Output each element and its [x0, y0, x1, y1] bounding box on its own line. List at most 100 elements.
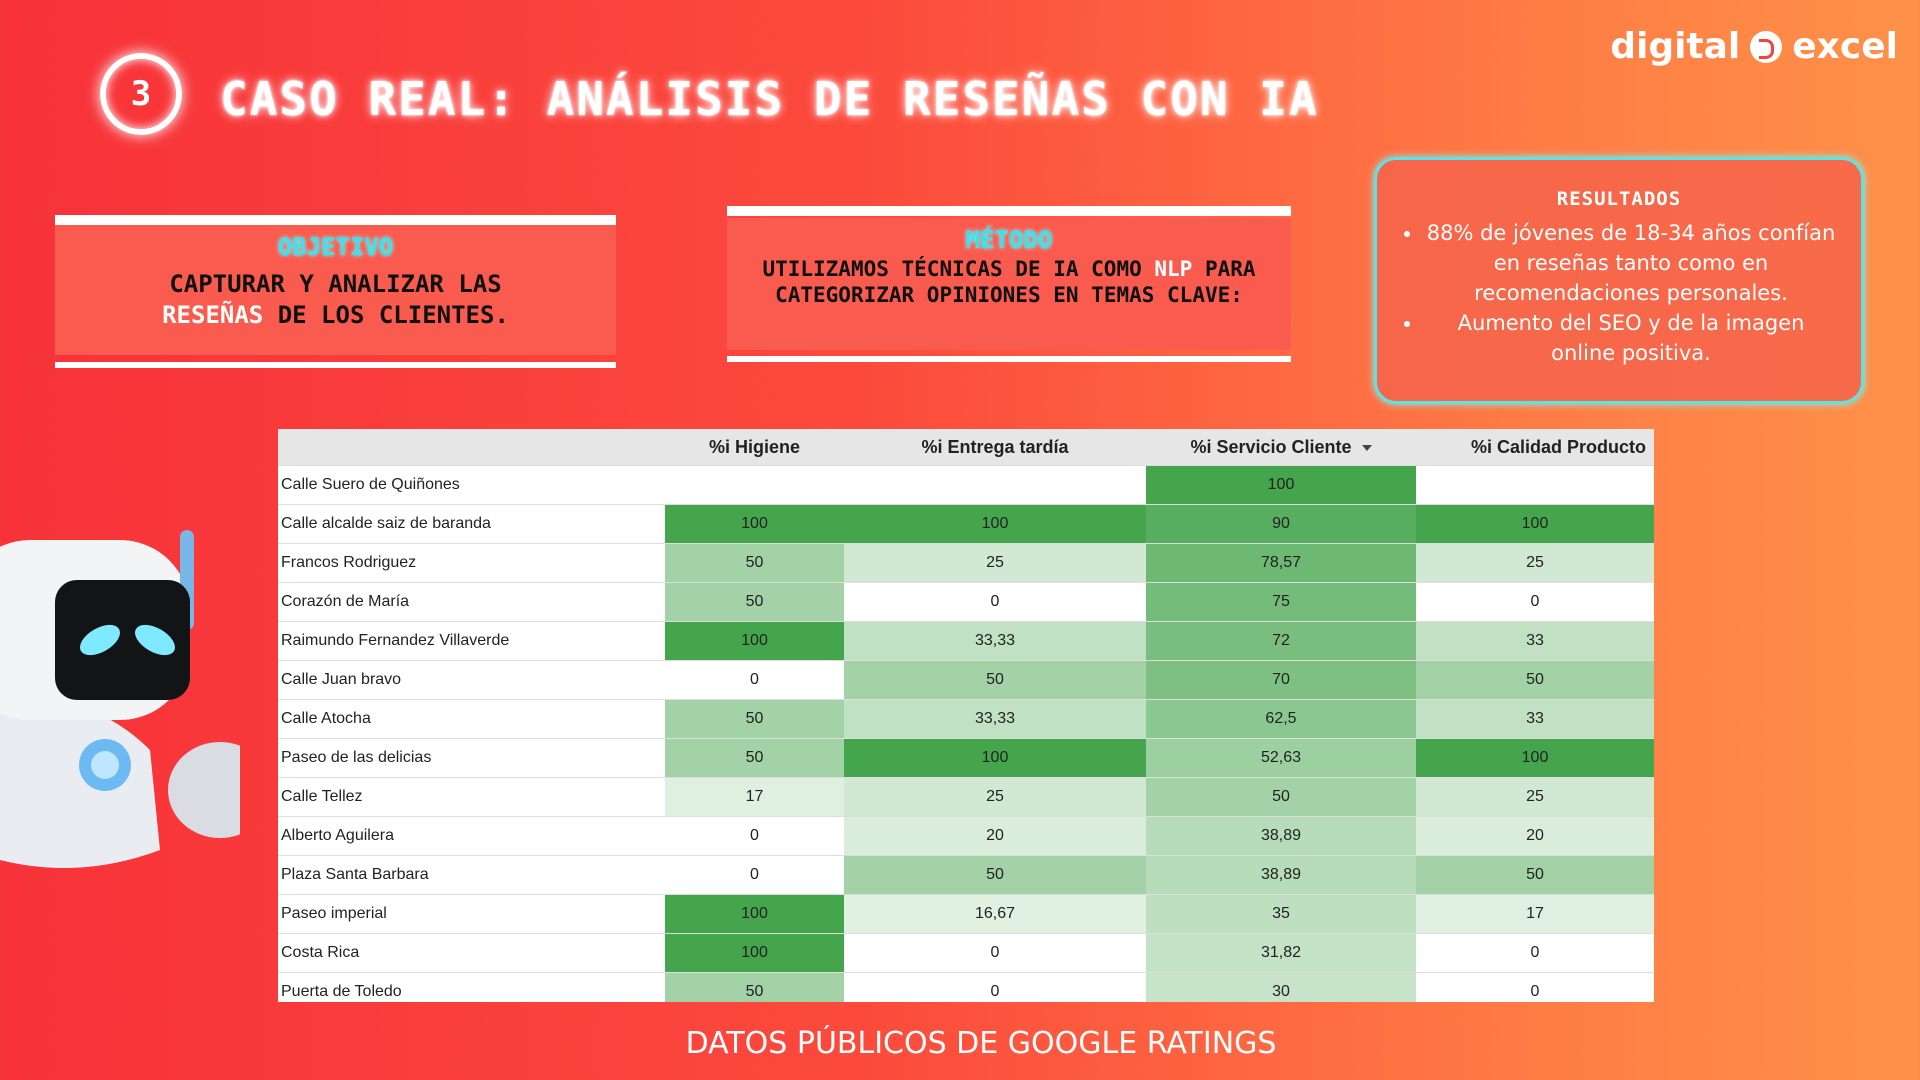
table-row: Puerta de Toledo 50 0 30 0 [278, 973, 1654, 1002]
value-cell: 100 [665, 895, 844, 933]
table-row: Alberto Aguilera 0 20 38,89 20 [278, 817, 1654, 856]
table-row: Costa Rica 100 0 31,82 0 [278, 934, 1654, 973]
value-cell [1416, 466, 1654, 504]
row-label: Paseo imperial [281, 905, 387, 922]
row-label: Paseo de las delicias [281, 749, 432, 766]
row-label: Raimundo Fernandez Villaverde [281, 632, 510, 649]
row-label: Calle Atocha [281, 710, 371, 727]
value-cell: 50 [665, 700, 844, 738]
highlight: NLP [1154, 257, 1193, 281]
row-label: Francos Rodriguez [281, 554, 417, 571]
data-table: %i Higiene %i Entrega tardía %i Servicio C… [278, 429, 1654, 1002]
table-row: Calle Atocha 50 33,33 62,5 33 [278, 700, 1654, 739]
table-row: Calle Suero de Quiñones 100 [278, 466, 1654, 505]
value-cell: 31,82 [1146, 934, 1416, 972]
value-cell: 33 [1416, 700, 1654, 738]
value-cell: 17 [1416, 895, 1654, 933]
method-label: MÉTODO [965, 226, 1053, 254]
value-cell [844, 466, 1146, 504]
table-row: Corazón de María 50 0 75 0 [278, 583, 1654, 622]
table-row: Calle Juan bravo 0 50 70 50 [278, 661, 1654, 700]
logo-text: digital [1610, 26, 1741, 67]
value-cell: 75 [1146, 583, 1416, 621]
text: CAPTURAR Y ANALIZAR LAS [169, 270, 502, 298]
value-cell: 100 [1416, 739, 1654, 777]
value-cell: 100 [665, 934, 844, 972]
row-label: Calle Suero de Quiñones [281, 476, 460, 493]
value-cell: 100 [1416, 505, 1654, 543]
header-text: %i Servicio Cliente [1190, 436, 1352, 457]
header-cell: %i Higiene [665, 429, 844, 465]
row-label: Corazón de María [281, 593, 410, 610]
value-cell: 25 [844, 544, 1146, 582]
value-cell: 100 [1146, 466, 1416, 504]
row-label: Alberto Aguilera [281, 827, 394, 844]
value-cell: 50 [665, 583, 844, 621]
header-text: %i Higiene [708, 436, 801, 457]
value-cell: 38,89 [1146, 817, 1416, 855]
value-cell: 50 [1416, 856, 1654, 894]
value-cell: 25 [844, 778, 1146, 816]
decoration [55, 362, 616, 368]
results-list: 88% de jóvenes de 18-34 años confían en … [1377, 218, 1861, 368]
robot-light [91, 751, 119, 779]
objective-box: OBJETIVO CAPTURAR Y ANALIZAR LAS RESEÑAS… [55, 225, 616, 355]
value-cell: 0 [1416, 973, 1654, 1002]
logo: digital excel [1610, 26, 1898, 67]
header-cell: %i Calidad Producto [1416, 429, 1654, 465]
robot-body [0, 698, 160, 868]
logo-text: excel [1792, 26, 1898, 67]
header-cell: %i Entrega tardía [844, 429, 1146, 465]
results-label: RESULTADOS [1556, 188, 1682, 210]
robot-hand [168, 742, 240, 838]
header-cell [278, 429, 665, 465]
value-cell: 30 [1146, 973, 1416, 1002]
value-cell: 70 [1146, 661, 1416, 699]
value-cell: 25 [1416, 778, 1654, 816]
value-cell: 100 [665, 622, 844, 660]
value-cell: 72 [1146, 622, 1416, 660]
robot-eye [135, 624, 175, 656]
value-cell: 90 [1146, 505, 1416, 543]
footer: DATOS PÚBLICOS DE GOOGLE RATINGS [685, 1026, 1277, 1061]
value-cell [665, 466, 844, 504]
value-cell: 38,89 [1146, 856, 1416, 894]
value-cell: 0 [844, 583, 1146, 621]
value-cell: 50 [665, 544, 844, 582]
value-cell: 0 [665, 817, 844, 855]
table-row: Paseo imperial 100 16,67 35 17 [278, 895, 1654, 934]
value-cell: 33 [1416, 622, 1654, 660]
results-box: RESULTADOS 88% de jóvenes de 18-34 años … [1374, 157, 1864, 404]
row-label: Calle alcalde saiz de baranda [281, 515, 491, 532]
value-cell: 0 [1416, 934, 1654, 972]
value-cell: 52,63 [1146, 739, 1416, 777]
value-cell: 17 [665, 778, 844, 816]
result-item: Aumento del SEO y de la imagen online po… [1423, 308, 1839, 368]
section-number: 3 [100, 53, 182, 135]
objective-label: OBJETIVO [277, 233, 394, 261]
value-cell: 50 [1146, 778, 1416, 816]
value-cell: 0 [665, 856, 844, 894]
sort-icon [1361, 444, 1372, 456]
table-row: Raimundo Fernandez Villaverde 100 33,33 72 3… [278, 622, 1654, 661]
header-cell: %i Servicio Cliente [1146, 429, 1416, 465]
table-row: Calle Tellez 17 25 50 25 [278, 778, 1654, 817]
value-cell: 35 [1146, 895, 1416, 933]
value-cell: 0 [1416, 583, 1654, 621]
value-cell: 100 [844, 739, 1146, 777]
table-row: Calle alcalde saiz de baranda 100 100 90 100 [278, 505, 1654, 544]
row-label: Calle Juan bravo [281, 671, 402, 688]
value-cell: 16,67 [844, 895, 1146, 933]
result-item: 88% de jóvenes de 18-34 años confían en … [1423, 218, 1839, 308]
row-label: Plaza Santa Barbara [281, 866, 429, 883]
value-cell: 100 [844, 505, 1146, 543]
value-cell: 62,5 [1146, 700, 1416, 738]
header-text: %i Entrega tardía [921, 436, 1069, 457]
robot-eye [80, 624, 120, 656]
robot-face [55, 580, 190, 700]
header-row: %i Higiene %i Entrega tardía %i Servicio C… [278, 429, 1654, 466]
header-text: %i Calidad Producto [1470, 436, 1646, 457]
row-label: Puerta de Toledo [281, 983, 402, 1000]
